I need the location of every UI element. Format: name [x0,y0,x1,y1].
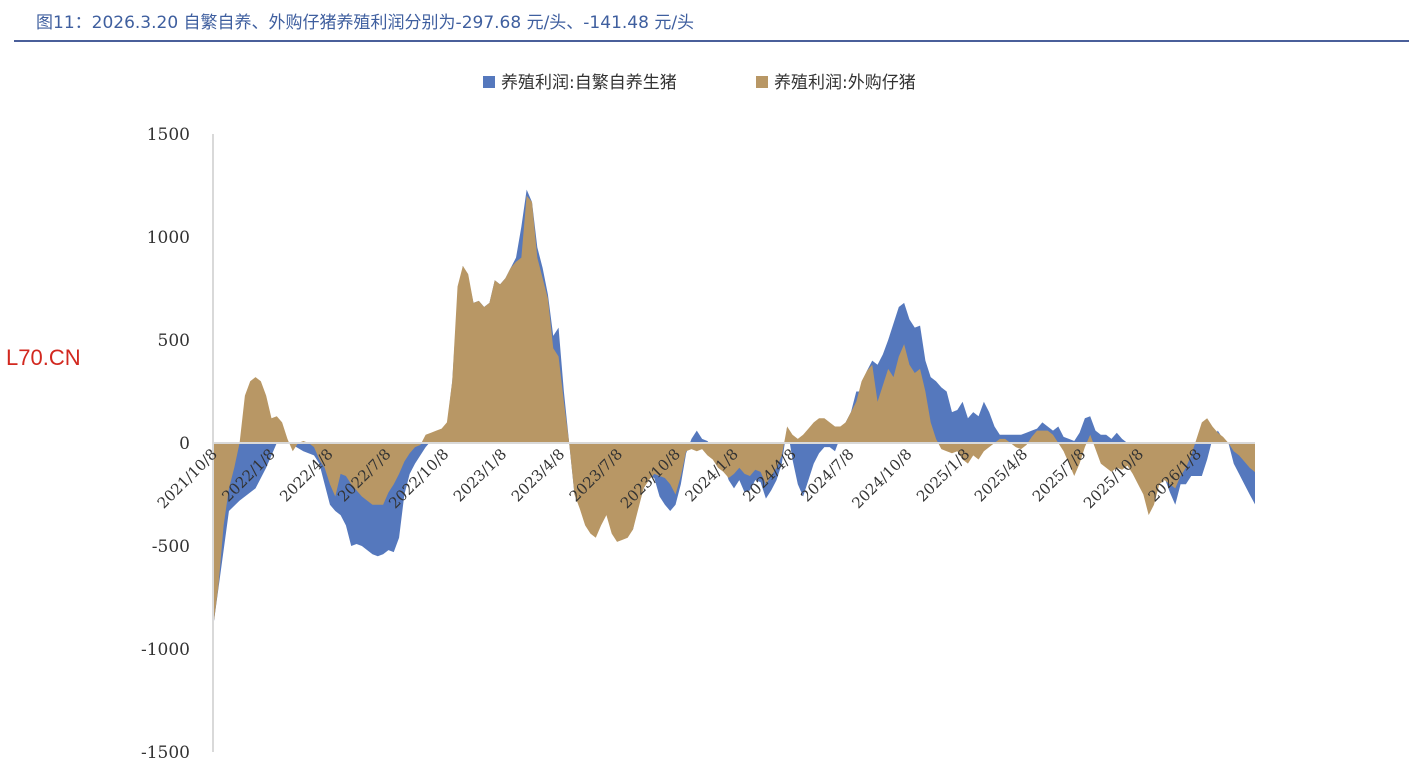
y-tick-label: 1000 [147,228,190,248]
x-tick-label: 2023/1/8 [450,445,510,505]
watermark-text: L70.CN [6,345,81,370]
y-tick-label: -500 [152,537,190,557]
x-tick-label: 2024/10/8 [848,445,915,512]
series-area-2 [213,195,1255,629]
x-tick-label: 2023/4/8 [508,445,568,505]
legend-swatch-1 [483,76,495,88]
x-tick-label: 2025/1/8 [913,445,973,505]
series-areas [213,189,1255,629]
y-tick-label: -1000 [141,640,190,660]
caption-divider [14,40,1409,42]
x-tick-label: 2021/10/8 [154,445,221,512]
legend-swatch-2 [756,76,768,88]
legend-label-1: 养殖利润:自繁自养生猪 [501,73,677,93]
y-tick-label: -1500 [141,743,190,763]
x-tick-label: 2025/7/8 [1029,445,1089,505]
y-tick-label: 500 [158,331,190,351]
legend-label-2: 养殖利润:外购仔猪 [774,73,916,93]
chart-legend: 养殖利润:自繁自养生猪 养殖利润:外购仔猪 [483,73,916,93]
y-tick-label: 1500 [147,125,190,145]
chart-axes: 150010005000-500-1000-15002021/10/82022/… [141,125,1255,763]
series-area-1 [213,189,1255,629]
figure-caption: 图11：2026.3.20 自繁自养、外购仔猪养殖利润分别为-297.68 元/… [36,13,695,33]
y-tick-label: 0 [179,434,190,454]
